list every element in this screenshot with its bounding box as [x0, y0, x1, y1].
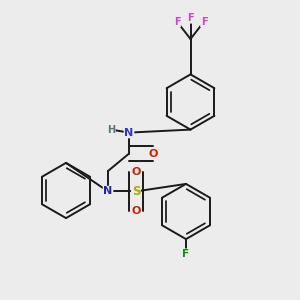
- Text: N: N: [124, 128, 134, 138]
- Text: F: F: [201, 16, 207, 27]
- Text: O: O: [148, 148, 158, 159]
- Text: O: O: [131, 206, 141, 216]
- Text: O: O: [131, 167, 141, 177]
- Text: H: H: [107, 124, 115, 135]
- Text: F: F: [174, 16, 180, 27]
- Text: F: F: [187, 13, 194, 23]
- Text: F: F: [182, 249, 190, 259]
- Text: S: S: [132, 185, 140, 198]
- Text: N: N: [103, 186, 112, 197]
